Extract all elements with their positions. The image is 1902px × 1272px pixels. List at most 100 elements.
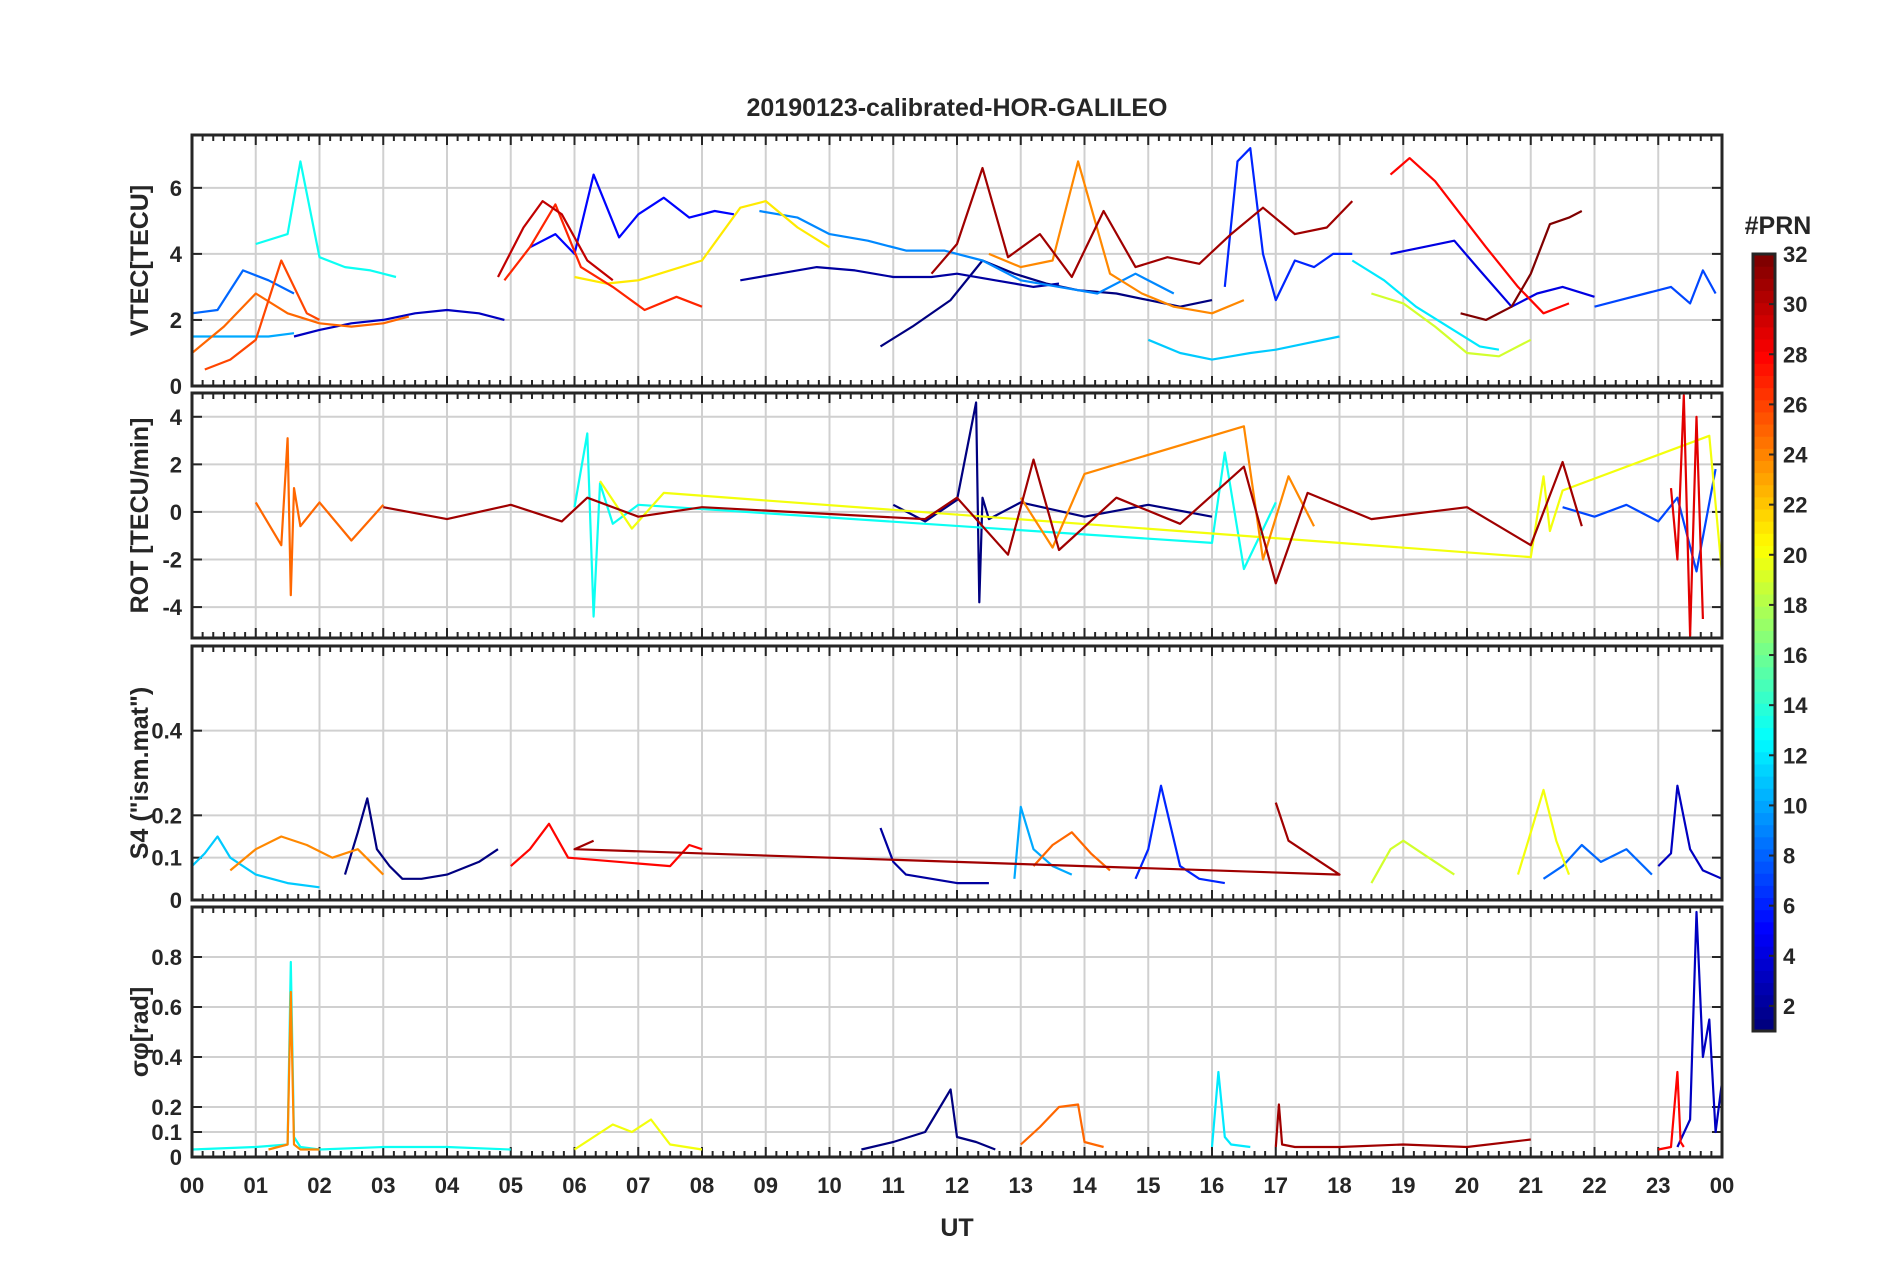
y-tick-label: 0.1 [151, 1120, 182, 1145]
colorbar-cell [1753, 581, 1775, 595]
x-tick-label: 02 [307, 1173, 331, 1198]
colorbar-cell [1753, 739, 1775, 753]
series-prn-9 [759, 209, 1175, 295]
colorbar-cell [1753, 423, 1775, 437]
series-prn-4 [1390, 239, 1595, 308]
colorbar-cell [1753, 897, 1775, 911]
colorbar-cell [1753, 266, 1775, 279]
x-tick-label: 18 [1327, 1173, 1351, 1198]
series-prn-8 [192, 269, 295, 315]
series-prn-31 [383, 458, 1583, 585]
y-tick-label: 0.6 [151, 995, 182, 1020]
series-prn-20 [1516, 788, 1571, 875]
panel-frame [190, 905, 1724, 1159]
series-prn-3 [1657, 784, 1722, 880]
colorbar-cell [1753, 448, 1775, 461]
x-tick-label: 00 [180, 1173, 204, 1198]
y-tick-label: 2 [170, 452, 182, 477]
panel-1: 0 2 4 6 VTEC[TECU] [126, 133, 1724, 399]
series-prn-31 [573, 802, 1341, 876]
y-tick-label: 0 [170, 1145, 182, 1170]
colorbar-tick-label: 12 [1783, 743, 1807, 768]
series-prn-25 [254, 437, 385, 597]
y-tick-label: 0.8 [151, 945, 182, 970]
series-prn-10 [192, 332, 295, 338]
colorbar-tick-label: 14 [1783, 693, 1808, 718]
colorbar-cell [1753, 800, 1775, 814]
colorbar-cell [1753, 824, 1775, 838]
panel-series [192, 784, 1722, 889]
series-prn-1 [892, 401, 1213, 604]
y-tick-label: 0.4 [151, 1045, 182, 1070]
y-tick-label: 0.4 [151, 719, 182, 744]
colorbar-cell [1753, 703, 1775, 716]
panel-frame [190, 644, 1724, 902]
colorbar-cell [1753, 994, 1775, 1008]
series-prn-30 [497, 200, 614, 282]
x-tick-label: 09 [754, 1173, 778, 1198]
panel-series [192, 147, 1717, 371]
colorbar-cell [1753, 678, 1775, 692]
series-prn-5 [529, 173, 735, 255]
colorbar-tick-label: 28 [1783, 342, 1807, 367]
series-prn-8 [1542, 843, 1653, 880]
x-tick-label: 22 [1582, 1173, 1606, 1198]
colorbar-cell [1753, 727, 1775, 741]
colorbar-cell [1753, 375, 1775, 389]
y-axis-label: VTEC[TECU] [126, 185, 154, 336]
colorbar-cell [1753, 363, 1775, 377]
x-tick-label: 03 [371, 1173, 395, 1198]
y-tick-label: -2 [162, 548, 182, 573]
colorbar-cell [1753, 533, 1775, 546]
x-tick-label: 04 [435, 1173, 460, 1198]
colorbar-cell [1753, 812, 1775, 826]
panel-frame [190, 133, 1724, 388]
panel-2: -4 -2 0 2 4 ROT [TECU/min] [126, 391, 1724, 640]
x-tick-label: 07 [626, 1173, 650, 1198]
colorbar-cell [1753, 666, 1775, 680]
panel-4: 00.10.2 0.4 0.6 0.8 σφ[rad] [126, 905, 1724, 1170]
series-prn-2 [740, 266, 1060, 288]
x-tick-label: 23 [1646, 1173, 1670, 1198]
x-tick-label: 21 [1519, 1173, 1543, 1198]
colorbar-cell [1753, 399, 1775, 413]
series-prn-19 [1370, 839, 1455, 884]
x-tick-label: 01 [244, 1173, 268, 1198]
colorbar-cell [1753, 909, 1775, 923]
y-tick-label: 0 [170, 374, 182, 399]
y-tick-label: 0 [170, 888, 182, 913]
colorbar-tick-label: 22 [1783, 493, 1807, 518]
series-prn-28 [1658, 1070, 1685, 1151]
panel-frame [190, 391, 1724, 640]
x-tick-label: 13 [1009, 1173, 1033, 1198]
colorbar-cell [1753, 630, 1775, 644]
colorbar-cell [1753, 1018, 1775, 1032]
y-axis-label: σφ[rad] [126, 987, 154, 1078]
series-prn-11 [1147, 335, 1340, 361]
y-axis-label: S4 ("ism.mat") [126, 687, 154, 859]
colorbar-cell [1753, 885, 1775, 899]
series-prn-24 [229, 835, 385, 876]
series-prn-20 [573, 1118, 703, 1151]
series-prn-7 [1594, 269, 1717, 308]
colorbar-cell [1753, 776, 1775, 789]
series-prn-24 [1019, 425, 1315, 561]
colorbar-cell [1753, 290, 1775, 304]
colorbar-cell [1753, 970, 1775, 984]
series-prn-28 [510, 822, 703, 868]
colorbar-tick-label: 6 [1783, 894, 1795, 919]
colorbar-label: #PRN [1745, 212, 1812, 240]
colorbar-cell [1753, 642, 1775, 656]
colorbar-cell [1753, 521, 1775, 534]
colorbar-cell [1753, 351, 1775, 364]
series-prn-3 [293, 308, 505, 338]
x-tick-label: 15 [1136, 1173, 1160, 1198]
series-prn-13 [573, 432, 1277, 618]
panel-series [254, 394, 1722, 637]
x-tick-label: 19 [1391, 1173, 1415, 1198]
y-tick-label: 4 [170, 405, 183, 430]
series-prn-6 [1134, 784, 1225, 885]
y-axis-label: ROT [TECU/min] [126, 418, 154, 614]
